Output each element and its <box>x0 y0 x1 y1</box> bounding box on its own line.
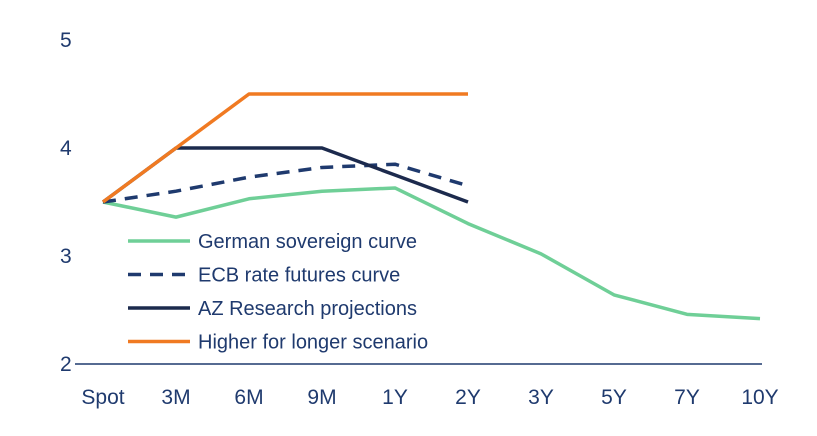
legend-item-az-research-projections: AZ Research projections <box>128 298 417 320</box>
y-tick-label-4: 4 <box>60 137 72 160</box>
x-tick-label-6m: 6M <box>234 386 263 409</box>
x-tick-label-spot: Spot <box>81 386 124 409</box>
y-tick-label-3: 3 <box>60 245 72 268</box>
x-tick-label-5y: 5Y <box>601 386 627 409</box>
x-tick-label-10y: 10Y <box>741 386 778 409</box>
y-tick-label-5: 5 <box>60 29 72 52</box>
legend-label: AZ Research projections <box>198 298 417 320</box>
y-axis-ticks: 2 3 4 5 <box>60 29 72 376</box>
x-tick-label-3y: 3Y <box>528 386 554 409</box>
legend-item-ecb-rate-futures-curve: ECB rate futures curve <box>128 265 400 287</box>
legend: German sovereign curve ECB rate futures c… <box>128 231 428 354</box>
x-tick-label-7y: 7Y <box>674 386 700 409</box>
y-tick-label-2: 2 <box>60 353 72 376</box>
x-tick-label-3m: 3M <box>161 386 190 409</box>
legend-item-german-sovereign-curve: German sovereign curve <box>128 231 417 253</box>
x-tick-label-9m: 9M <box>307 386 336 409</box>
series-line-german-sovereign-curve <box>102 186 761 321</box>
legend-item-higher-for-longer-scenario: Higher for longer scenario <box>128 332 428 354</box>
series-line-higher-for-longer-scenario <box>101 92 468 204</box>
legend-label: ECB rate futures curve <box>198 265 400 287</box>
legend-label: Higher for longer scenario <box>198 332 428 354</box>
x-tick-label-1y: 1Y <box>382 386 408 409</box>
legend-label: German sovereign curve <box>198 231 417 253</box>
x-axis-ticks: Spot 3M 6M 9M 1Y 2Y 3Y 5Y 7Y 10Y <box>81 386 778 409</box>
series-lines <box>101 92 761 321</box>
series-line-ecb-rate-futures-curve <box>102 162 469 204</box>
x-tick-label-2y: 2Y <box>455 386 481 409</box>
